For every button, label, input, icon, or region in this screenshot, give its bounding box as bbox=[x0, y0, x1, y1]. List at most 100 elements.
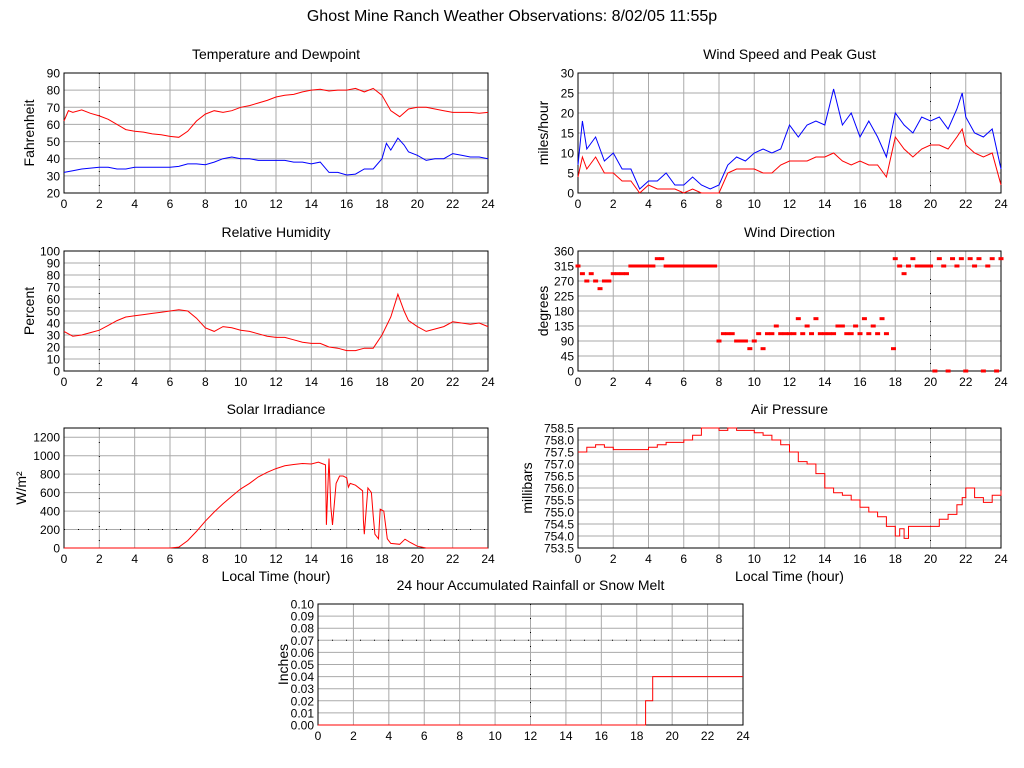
data-point bbox=[654, 257, 660, 261]
x-tick-label: 10 bbox=[234, 197, 248, 211]
data-point bbox=[707, 264, 713, 268]
plot-frame bbox=[577, 250, 1002, 372]
data-point bbox=[610, 272, 616, 276]
data-point bbox=[773, 324, 779, 328]
x-tick-label: 10 bbox=[748, 552, 762, 566]
data-point bbox=[967, 257, 973, 261]
x-tick-label: 6 bbox=[680, 552, 687, 566]
x-tick-label: 14 bbox=[818, 375, 832, 389]
series-line-0 bbox=[318, 676, 743, 726]
data-point bbox=[615, 272, 621, 276]
x-tick-label: 8 bbox=[202, 375, 209, 389]
data-point bbox=[941, 264, 947, 268]
x-tick-label: 16 bbox=[340, 552, 354, 566]
series-line-0 bbox=[64, 458, 488, 549]
x-tick-label: 24 bbox=[994, 375, 1008, 389]
series-line-0 bbox=[577, 88, 1002, 190]
y-axis-label: Percent bbox=[21, 287, 37, 335]
x-tick-label: 18 bbox=[889, 552, 903, 566]
data-point bbox=[945, 369, 951, 373]
y-tick-label: 40 bbox=[47, 317, 61, 331]
y-tick-label: 0 bbox=[53, 542, 60, 556]
data-point bbox=[923, 264, 929, 268]
plot-frame bbox=[577, 72, 1002, 194]
data-point bbox=[857, 332, 863, 336]
y-tick-label: 0 bbox=[567, 187, 574, 201]
chart-title: 24 hour Accumulated Rainfall or Snow Mel… bbox=[397, 577, 665, 593]
x-tick-label: 10 bbox=[488, 729, 502, 743]
x-tick-label: 20 bbox=[411, 375, 425, 389]
y-tick-label: 10 bbox=[47, 353, 61, 367]
y-tick-label: 200 bbox=[40, 523, 60, 537]
y-tick-label: 90 bbox=[47, 67, 61, 81]
x-tick-label: 8 bbox=[716, 197, 723, 211]
x-tick-label: 20 bbox=[665, 729, 679, 743]
data-point bbox=[782, 332, 788, 336]
y-tick-label: 30 bbox=[47, 329, 61, 343]
y-tick-label: 5 bbox=[567, 167, 574, 181]
data-point bbox=[976, 257, 982, 261]
y-tick-label: 80 bbox=[47, 269, 61, 283]
x-tick-label: 18 bbox=[889, 375, 903, 389]
x-tick-label: 14 bbox=[305, 375, 319, 389]
y-tick-label: 0.02 bbox=[291, 694, 315, 708]
x-tick-label: 6 bbox=[680, 197, 687, 211]
y-tick-label: 400 bbox=[40, 505, 60, 519]
x-tick-label: 24 bbox=[736, 729, 750, 743]
x-tick-label: 18 bbox=[889, 197, 903, 211]
data-point bbox=[839, 324, 845, 328]
data-point bbox=[579, 272, 585, 276]
x-tick-label: 0 bbox=[315, 729, 322, 743]
x-tick-label: 8 bbox=[202, 197, 209, 211]
x-tick-label: 20 bbox=[411, 197, 425, 211]
x-tick-label: 16 bbox=[853, 375, 867, 389]
x-tick-label: 24 bbox=[481, 375, 495, 389]
x-tick-label: 6 bbox=[421, 729, 428, 743]
y-tick-label: 0 bbox=[567, 365, 574, 379]
data-point bbox=[985, 264, 991, 268]
y-tick-label: 360 bbox=[554, 245, 574, 259]
y-tick-label: 10 bbox=[561, 147, 575, 161]
data-point bbox=[879, 317, 885, 321]
y-tick-label: 1200 bbox=[33, 431, 60, 445]
y-tick-label: 755.0 bbox=[544, 506, 574, 520]
data-point bbox=[932, 369, 938, 373]
x-tick-label: 22 bbox=[959, 552, 973, 566]
data-point bbox=[672, 264, 678, 268]
data-point bbox=[628, 264, 634, 268]
x-tick-label: 20 bbox=[411, 552, 425, 566]
data-point bbox=[694, 264, 700, 268]
data-point bbox=[910, 257, 916, 261]
x-tick-label: 14 bbox=[305, 552, 319, 566]
data-point bbox=[954, 264, 960, 268]
y-tick-label: 135 bbox=[554, 320, 574, 334]
data-point bbox=[822, 332, 828, 336]
data-point bbox=[778, 332, 784, 336]
chart-title: Temperature and Dewpoint bbox=[192, 46, 360, 62]
y-tick-label: 0.01 bbox=[291, 706, 315, 720]
y-axis-label: degrees bbox=[535, 286, 551, 337]
data-point bbox=[905, 264, 911, 268]
y-axis-label: W/m² bbox=[13, 471, 29, 505]
y-tick-label: 754.0 bbox=[544, 530, 574, 544]
x-tick-label: 24 bbox=[481, 552, 495, 566]
y-axis-label: miles/hour bbox=[535, 100, 551, 165]
chart-title: Relative Humidity bbox=[222, 224, 331, 240]
data-point bbox=[994, 369, 1000, 373]
x-tick-label: 2 bbox=[96, 552, 103, 566]
y-tick-label: 0.06 bbox=[291, 646, 315, 660]
y-tick-label: 50 bbox=[47, 135, 61, 149]
data-point bbox=[989, 257, 995, 261]
y-tick-label: 90 bbox=[561, 335, 575, 349]
y-tick-label: 70 bbox=[47, 101, 61, 115]
data-point bbox=[914, 264, 920, 268]
data-point bbox=[998, 257, 1004, 261]
x-tick-label: 22 bbox=[701, 729, 715, 743]
y-axis-label: Inches bbox=[275, 644, 291, 685]
y-tick-label: 0.04 bbox=[291, 670, 315, 684]
x-tick-label: 8 bbox=[202, 552, 209, 566]
y-tick-label: 757.5 bbox=[544, 446, 574, 460]
x-tick-label: 0 bbox=[575, 375, 582, 389]
x-tick-label: 20 bbox=[924, 197, 938, 211]
series-line-1 bbox=[577, 127, 1002, 194]
